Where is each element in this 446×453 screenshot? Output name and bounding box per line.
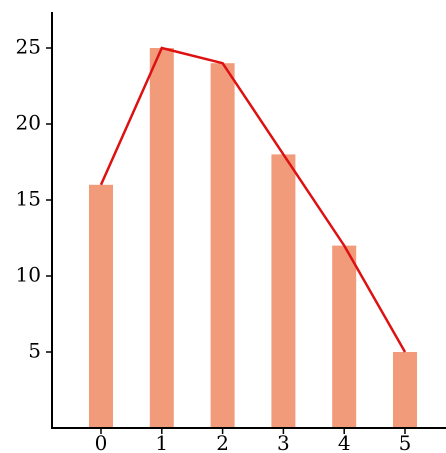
bar-2 [210,63,235,428]
bar-0 [89,184,113,428]
axes [51,12,446,429]
bars-layer [89,48,417,428]
bar-3 [271,154,296,428]
y-tick-label-15: 15 [16,187,41,211]
x-tick-label-4: 4 [338,431,351,453]
y-tick-label-5: 5 [28,339,41,363]
y-tick-label-10: 10 [16,263,41,287]
x-tick-label-0: 0 [95,431,108,453]
trend-line [99,46,407,353]
x-tick-label-1: 1 [155,431,168,453]
y-tick-label-25: 25 [16,35,41,59]
line-layer [99,46,407,353]
x-tick-label-2: 2 [216,431,229,453]
x-tick-label-5: 5 [399,431,412,453]
bar-4 [332,245,357,428]
y-ticks: 5 10 15 20 25 [16,35,52,363]
x-ticks: 0 1 2 3 4 5 [95,428,412,453]
x-tick-label-3: 3 [277,431,290,453]
bar-5 [393,352,417,428]
bar-1 [149,48,174,428]
y-tick-label-20: 20 [16,111,41,135]
